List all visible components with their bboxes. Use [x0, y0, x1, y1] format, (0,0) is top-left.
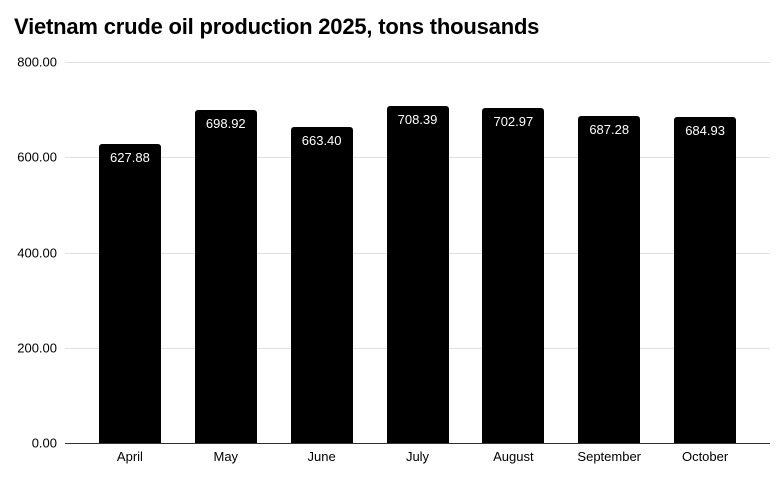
bar-july[interactable]: 708.39	[386, 105, 449, 443]
gridline	[65, 62, 770, 63]
bar-august[interactable]: 702.97	[482, 108, 545, 443]
y-axis-tick-label: 0.00	[31, 435, 57, 451]
x-axis-tick-label: July	[405, 449, 430, 464]
bar-series: 627.88 698.92 663.40 708.39 702.97 687.28 684.…	[65, 62, 770, 443]
bar-september[interactable]: 687.28	[578, 115, 641, 443]
y-axis-tick-label: 600.00	[17, 149, 57, 165]
plot-area: 800.00 600.00 400.00 200.00 0.00 627.88 698.9…	[17, 55, 770, 464]
bar-slot: 684.93	[657, 62, 753, 443]
bar-value-label: 698.92	[205, 116, 246, 132]
bar-value-label: 702.97	[493, 114, 534, 130]
bar-value-label: 684.93	[685, 122, 725, 138]
y-axis-tick-label: 400.00	[17, 245, 57, 260]
x-axis-labels: April May June July August September October	[65, 449, 770, 464]
bar-october[interactable]: 684.93	[674, 116, 737, 443]
chart-title: Vietnam crude oil production 2025, tons …	[14, 14, 540, 39]
x-axis-tick-label: April	[116, 449, 143, 464]
bar-may[interactable]: 698.92	[194, 110, 257, 443]
bar-slot: 663.40	[274, 62, 370, 443]
bar-value-label: 627.88	[110, 149, 150, 165]
bar-slot: 627.88	[82, 62, 178, 443]
y-axis-tick-label: 800.00	[17, 54, 57, 70]
bar-value-label: 687.28	[589, 121, 630, 137]
x-axis-tick-label: September	[577, 449, 642, 464]
x-axis-tick-label: May	[213, 449, 239, 464]
bar-april[interactable]: 627.88	[98, 143, 161, 443]
y-axis-tick-label: 200.00	[17, 340, 57, 356]
bar-value-label: 663.40	[301, 133, 342, 149]
bar-june[interactable]: 663.40	[290, 127, 353, 443]
bar-slot: 708.39	[370, 62, 466, 443]
x-axis-tick-label: October	[681, 449, 729, 464]
bar-slot: 702.97	[465, 62, 561, 443]
bar-value-label: 708.39	[397, 111, 438, 127]
x-axis-tick-label: August	[493, 449, 534, 464]
x-axis-tick-label: June	[307, 449, 336, 464]
bar-slot: 687.28	[561, 62, 657, 443]
bar-slot: 698.92	[178, 62, 274, 443]
